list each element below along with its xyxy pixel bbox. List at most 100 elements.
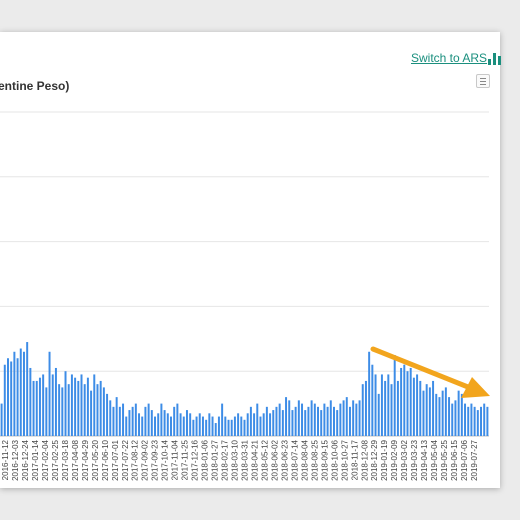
bar[interactable] (281, 410, 284, 436)
bar[interactable] (457, 390, 460, 436)
bar[interactable] (22, 351, 25, 436)
bar[interactable] (333, 406, 335, 436)
bar[interactable] (323, 403, 326, 436)
bar[interactable] (10, 361, 13, 436)
bar[interactable] (259, 416, 262, 436)
bar[interactable] (262, 413, 265, 436)
bar[interactable] (182, 416, 185, 436)
bar[interactable] (243, 419, 246, 436)
bar[interactable] (3, 364, 6, 436)
bar[interactable] (438, 397, 441, 436)
bar[interactable] (0, 403, 3, 436)
bar[interactable] (377, 393, 380, 436)
bar[interactable] (432, 380, 435, 436)
bar[interactable] (339, 403, 342, 436)
bar[interactable] (205, 419, 208, 436)
bar[interactable] (288, 400, 291, 436)
bar[interactable] (406, 371, 409, 436)
bar[interactable] (150, 410, 153, 436)
bar[interactable] (102, 387, 105, 436)
bar[interactable] (345, 397, 348, 436)
bar[interactable] (419, 380, 422, 436)
bar[interactable] (384, 380, 387, 436)
bar[interactable] (336, 410, 339, 436)
bar[interactable] (54, 367, 57, 436)
bar[interactable] (361, 384, 364, 436)
bar[interactable] (211, 416, 214, 436)
bar[interactable] (19, 348, 22, 436)
bar[interactable] (269, 413, 272, 436)
bar[interactable] (329, 400, 332, 436)
bar[interactable] (355, 403, 358, 436)
bar[interactable] (352, 400, 355, 436)
bar[interactable] (16, 358, 19, 436)
bar[interactable] (189, 413, 192, 436)
bar[interactable] (166, 413, 169, 436)
bar[interactable] (380, 374, 383, 436)
bar[interactable] (128, 410, 131, 436)
bar[interactable] (122, 403, 125, 436)
bar[interactable] (67, 384, 70, 436)
bar[interactable] (320, 410, 323, 436)
bar[interactable] (444, 387, 447, 436)
bar[interactable] (32, 380, 35, 436)
bar[interactable] (74, 377, 77, 436)
bar[interactable] (134, 403, 137, 436)
bar[interactable] (77, 380, 80, 436)
bar[interactable] (179, 413, 182, 436)
bar[interactable] (409, 367, 412, 436)
bar[interactable] (93, 374, 96, 436)
bar[interactable] (428, 387, 431, 436)
bar[interactable] (138, 413, 141, 436)
bar[interactable] (86, 377, 89, 436)
bar[interactable] (233, 416, 236, 436)
bar[interactable] (249, 406, 252, 436)
bar[interactable] (157, 413, 160, 436)
bar[interactable] (80, 374, 83, 436)
bar[interactable] (170, 416, 172, 436)
bar[interactable] (13, 351, 16, 436)
bar[interactable] (272, 410, 275, 436)
bar[interactable] (51, 374, 54, 436)
bar-chart-icon[interactable] (488, 51, 501, 65)
bar[interactable] (467, 406, 470, 436)
bar[interactable] (368, 351, 371, 436)
bar[interactable] (125, 416, 128, 436)
bar[interactable] (230, 419, 233, 436)
bar[interactable] (422, 390, 425, 436)
bar[interactable] (304, 410, 307, 436)
bar[interactable] (416, 374, 419, 436)
bar[interactable] (237, 413, 240, 436)
bar[interactable] (348, 406, 351, 436)
bar[interactable] (106, 393, 109, 436)
bar[interactable] (390, 384, 393, 436)
bar[interactable] (393, 355, 396, 436)
bar[interactable] (374, 374, 377, 436)
bar[interactable] (240, 416, 243, 436)
bar[interactable] (154, 416, 156, 436)
bar[interactable] (297, 400, 300, 436)
bar[interactable] (109, 400, 112, 436)
bar[interactable] (29, 367, 32, 436)
bar[interactable] (313, 403, 316, 436)
switch-currency-link[interactable]: Switch to ARS (411, 51, 488, 65)
bar[interactable] (173, 406, 176, 436)
bar[interactable] (192, 419, 195, 436)
bar[interactable] (486, 406, 489, 436)
bar[interactable] (48, 351, 51, 436)
bar[interactable] (342, 400, 345, 436)
bar[interactable] (435, 393, 438, 436)
bar[interactable] (176, 403, 179, 436)
bar[interactable] (214, 423, 217, 436)
bar[interactable] (83, 384, 86, 436)
bar[interactable] (195, 416, 198, 436)
bar[interactable] (198, 413, 201, 436)
bar[interactable] (480, 406, 482, 436)
bar[interactable] (90, 390, 93, 436)
bar[interactable] (246, 413, 249, 436)
bar[interactable] (441, 390, 444, 436)
bar[interactable] (448, 397, 451, 436)
hamburger-menu-icon[interactable] (476, 74, 490, 88)
bar[interactable] (310, 400, 313, 436)
bar[interactable] (396, 380, 399, 436)
